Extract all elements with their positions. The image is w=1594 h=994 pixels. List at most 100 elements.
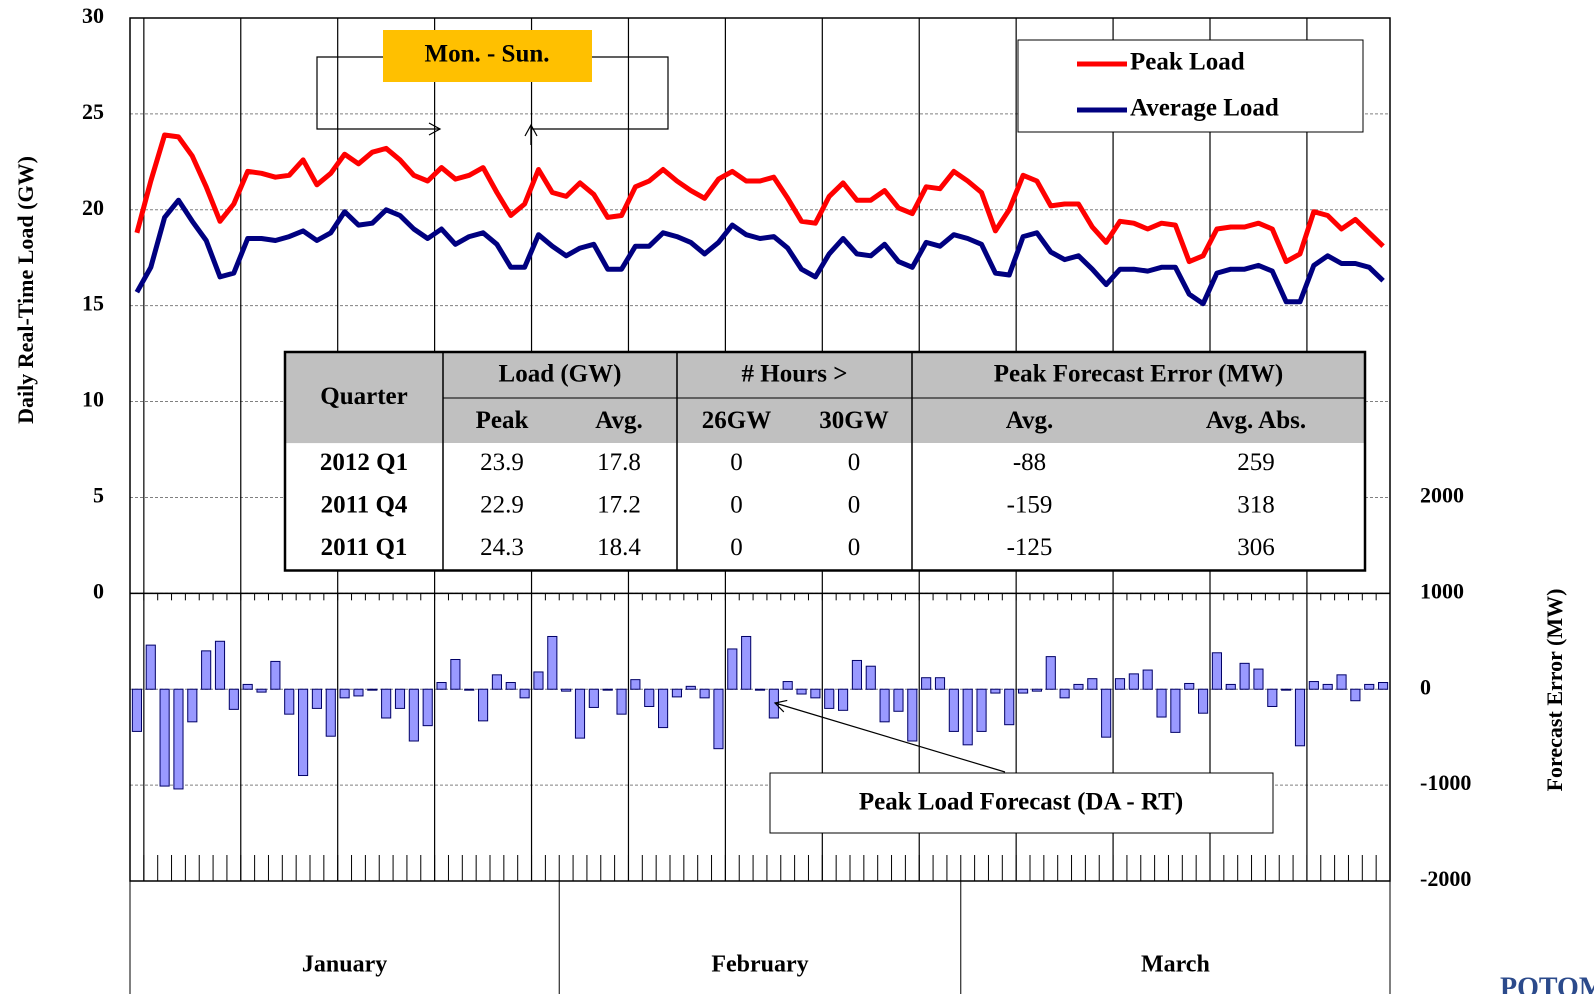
bar xyxy=(1364,683,1375,690)
bar xyxy=(298,688,309,777)
table-header: Load (GW) xyxy=(499,361,622,388)
bar xyxy=(574,688,586,739)
bar xyxy=(145,644,156,690)
bar xyxy=(1239,662,1250,690)
bar xyxy=(1211,652,1222,690)
table-cell: 306 xyxy=(1237,534,1275,561)
table-cell: -88 xyxy=(1013,449,1046,476)
table-cell: 0 xyxy=(848,491,861,518)
y-tick-label: 20 xyxy=(82,195,104,220)
table-row-label: 2012 Q1 xyxy=(320,449,408,476)
bar xyxy=(422,688,433,727)
bar xyxy=(1350,688,1361,702)
table-cell: 0 xyxy=(730,534,743,561)
bar xyxy=(810,688,821,699)
table-header: # Hours > xyxy=(742,361,848,388)
y-tick-label: 25 xyxy=(82,99,104,124)
bar xyxy=(1294,688,1306,747)
y2-axis-title: Forecast Error (MW) xyxy=(1542,589,1567,792)
table-cell: 17.8 xyxy=(597,449,641,476)
bar xyxy=(782,681,793,690)
bar xyxy=(934,677,946,690)
bar xyxy=(173,688,184,790)
bar xyxy=(658,688,669,729)
bar xyxy=(824,688,835,709)
table-cell: 22.9 xyxy=(480,491,524,518)
bar xyxy=(838,688,849,711)
month-label: January xyxy=(302,952,387,978)
bar xyxy=(1004,688,1015,726)
bar xyxy=(547,635,558,690)
y-tick-label: 5 xyxy=(93,482,104,507)
bar xyxy=(228,688,239,710)
plot-frame xyxy=(129,17,1391,882)
bar xyxy=(796,688,807,695)
bar xyxy=(1101,688,1112,738)
bar xyxy=(214,640,226,690)
y-tick-label: 30 xyxy=(82,3,104,28)
legend-box xyxy=(1017,39,1364,133)
annotation-box xyxy=(769,772,1274,834)
logo: POTOMAC xyxy=(1500,972,1594,994)
y2-tick-label: -2000 xyxy=(1420,866,1471,891)
table-cell: 23.9 xyxy=(480,449,524,476)
table-row-label: 2011 Q4 xyxy=(321,491,408,518)
bar xyxy=(242,683,253,690)
bar xyxy=(588,688,599,708)
bar xyxy=(948,688,959,732)
bar xyxy=(270,660,281,690)
table-cell: 0 xyxy=(730,449,743,476)
bar xyxy=(1156,688,1167,718)
bar xyxy=(644,688,655,707)
bar xyxy=(1267,688,1278,707)
table-cell: 0 xyxy=(848,449,861,476)
annotation-arrow xyxy=(773,699,1006,773)
y-axis-title: Daily Real-Time Load (GW) xyxy=(13,156,38,424)
bar xyxy=(1184,682,1195,690)
bar xyxy=(1018,688,1029,694)
table-cell: 17.2 xyxy=(597,491,641,518)
bar xyxy=(381,688,392,719)
table-cell: 259 xyxy=(1237,449,1275,476)
bar xyxy=(256,688,267,693)
bar xyxy=(394,688,406,709)
bar xyxy=(1142,669,1153,690)
y2-tick-label: 1000 xyxy=(1420,578,1464,603)
bar xyxy=(921,677,932,690)
y-tick-label: 15 xyxy=(82,291,104,316)
bar xyxy=(1114,678,1126,690)
table-frame xyxy=(283,350,1367,572)
bar xyxy=(159,688,170,787)
bar xyxy=(561,688,572,692)
bar xyxy=(1198,688,1209,714)
bar xyxy=(1031,688,1042,692)
bar xyxy=(353,688,364,697)
bar xyxy=(505,682,516,690)
bar xyxy=(464,688,475,691)
bar xyxy=(1073,683,1084,690)
bar xyxy=(685,685,696,690)
bar xyxy=(1059,688,1070,699)
bar xyxy=(201,650,212,690)
table-subheader: Avg. xyxy=(595,407,642,434)
annotation-box xyxy=(383,30,592,82)
table-header: Quarter xyxy=(320,383,407,410)
table-row-label: 2011 Q1 xyxy=(321,534,408,561)
bar xyxy=(976,688,987,732)
bar xyxy=(339,688,350,699)
bar xyxy=(754,688,766,691)
bar xyxy=(367,688,378,691)
bar xyxy=(1087,678,1098,690)
legend-label: Peak Load xyxy=(1130,49,1245,76)
table-subheader: Avg. Abs. xyxy=(1206,407,1306,434)
y2-tick-label: 2000 xyxy=(1420,482,1464,507)
bar xyxy=(1308,681,1319,690)
bar xyxy=(630,679,641,690)
bar xyxy=(851,659,862,690)
bar xyxy=(727,648,738,690)
bar xyxy=(879,688,890,723)
bar xyxy=(1045,656,1056,690)
annotation: Peak Load Forecast (DA - RT) xyxy=(859,789,1183,816)
bar xyxy=(1378,682,1389,690)
y2-tick-label: 0 xyxy=(1420,674,1431,699)
